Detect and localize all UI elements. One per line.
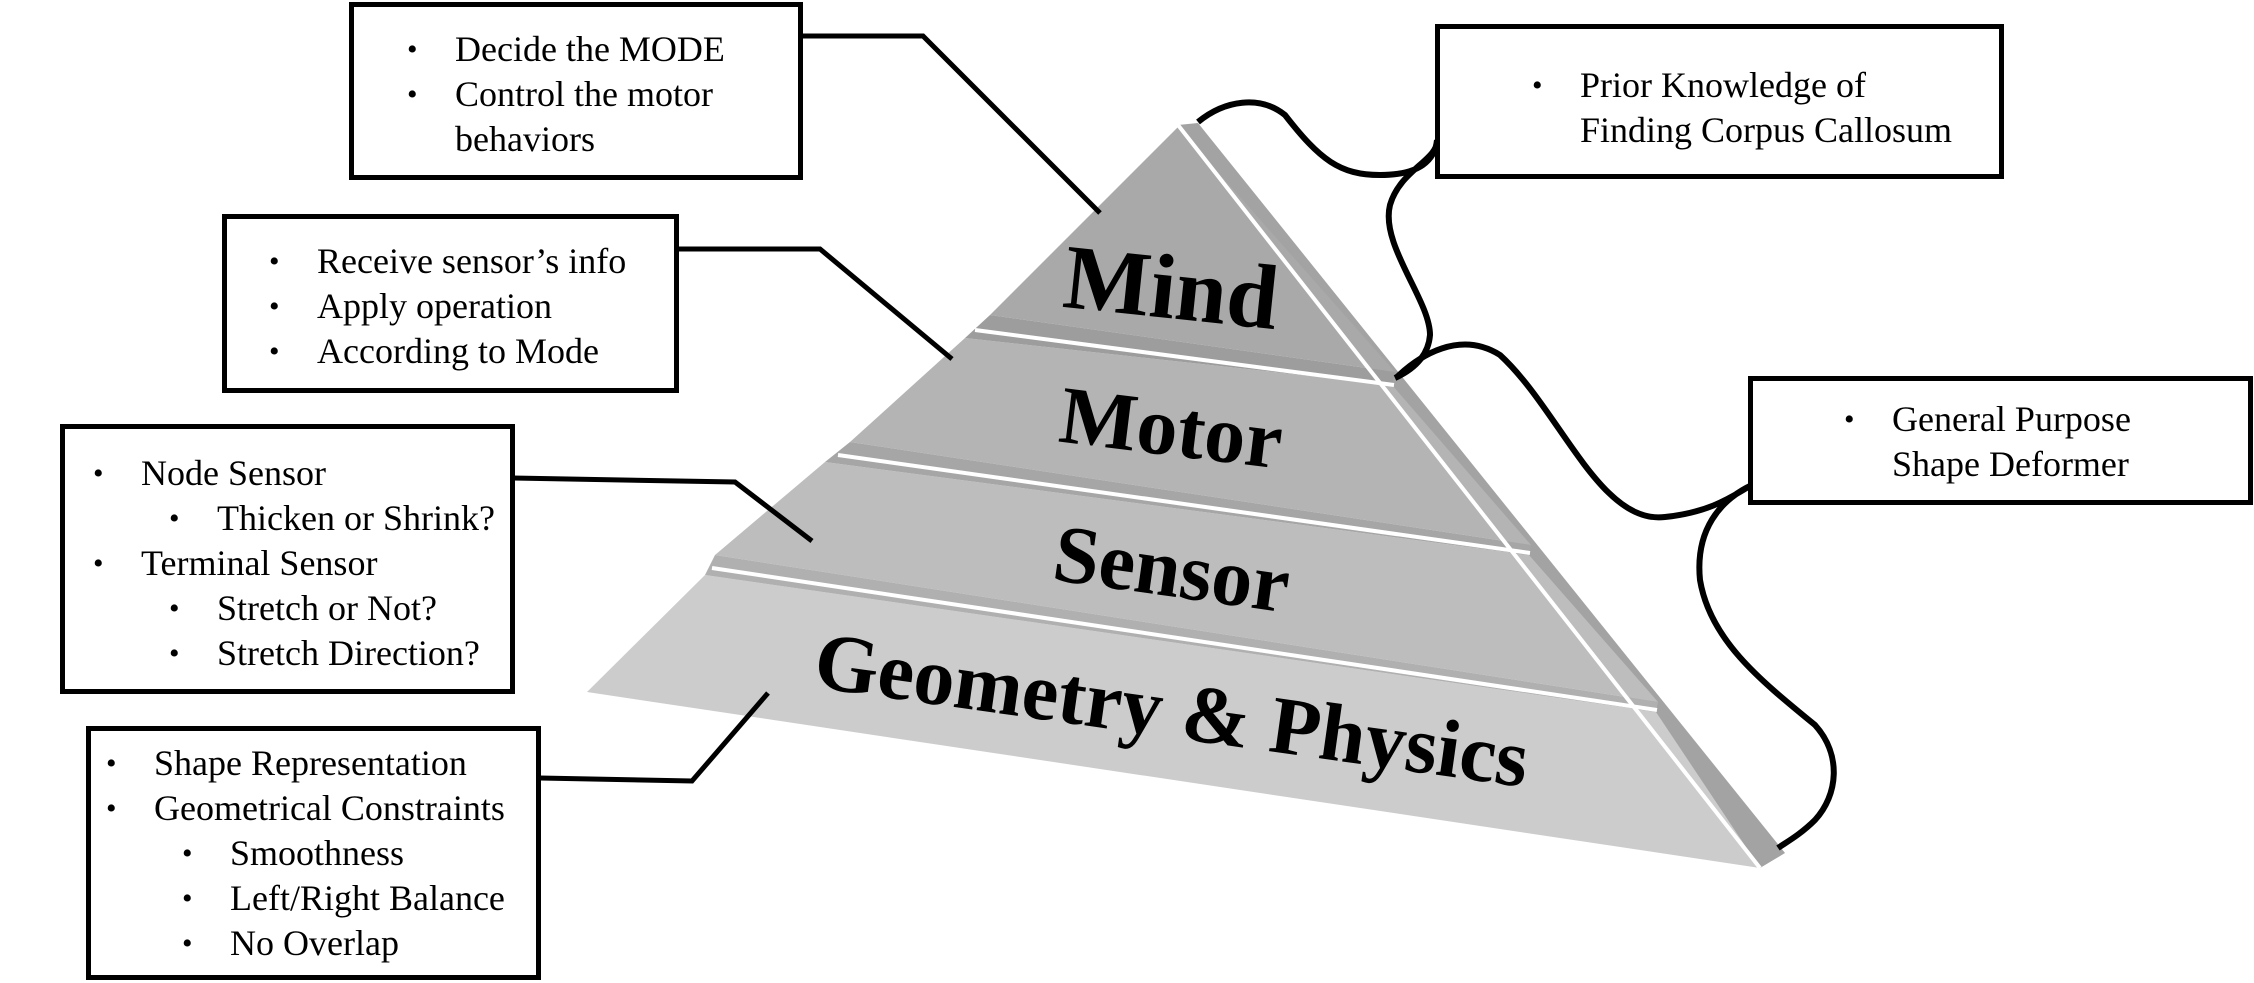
geometry-item-constraints: Geometrical Constraints (106, 786, 536, 831)
sensor-description-box: Node Sensor Thicken or Shrink? Terminal … (60, 424, 515, 694)
tier-mind-band (990, 127, 1395, 372)
deformer-item-general: General Purpose (1844, 397, 2248, 442)
deformer-item-shape-deformer: Shape Deformer (1892, 444, 2129, 484)
tier-sensor-band (715, 462, 1658, 702)
leader-lines (512, 33, 1102, 784)
leader-mind (802, 33, 1102, 215)
motor-description-box: Receive sensor’s info Apply operation Ac… (222, 214, 679, 393)
prior-item-corpus: Finding Corpus Callosum (1580, 110, 1953, 150)
mind-description-box: Decide the MODE Control the motor behavi… (349, 2, 803, 180)
tier-geometry-band (587, 575, 1760, 868)
motor-item-apply: Apply operation (269, 284, 674, 329)
mind-item-decide-mode: Decide the MODE (407, 27, 798, 72)
mind-item-behaviors: behaviors (455, 119, 595, 159)
brace-shape-deformer (1394, 341, 1837, 851)
shape-deformer-box: General Purpose Shape Deformer (1748, 376, 2253, 505)
motor-item-receive: Receive sensor’s info (269, 239, 674, 284)
sensor-item-direction: Stretch Direction? (169, 631, 510, 676)
geometry-item-shape: Shape Representation (106, 741, 536, 786)
sensor-item-node: Node Sensor (93, 451, 510, 496)
pyramid-highlights (711, 123, 1762, 870)
sensor-item-thicken: Thicken or Shrink? (169, 496, 510, 541)
leader-sensor (512, 475, 814, 543)
tier-motor-band (850, 338, 1531, 545)
sensor-item-terminal: Terminal Sensor (93, 541, 510, 586)
motor-item-according: According to Mode (269, 329, 674, 374)
leader-geometry (539, 691, 770, 784)
geometry-description-box: Shape Representation Geometrical Constra… (86, 726, 541, 980)
groove-mind-motor (965, 315, 1395, 385)
mind-item-control-motor: Control the motor (407, 72, 798, 117)
sensor-item-stretch: Stretch or Not? (169, 586, 510, 631)
leader-motor (677, 246, 954, 361)
geometry-item-smoothness: Smoothness (182, 831, 536, 876)
geometry-item-balance: Left/Right Balance (182, 876, 536, 921)
tier-label-mind: Mind (1059, 225, 1283, 349)
prior-knowledge-box: Prior Knowledge of Finding Corpus Callos… (1435, 24, 2004, 179)
geometry-item-overlap: No Overlap (182, 921, 536, 966)
prior-item-knowledge: Prior Knowledge of (1532, 63, 1999, 108)
